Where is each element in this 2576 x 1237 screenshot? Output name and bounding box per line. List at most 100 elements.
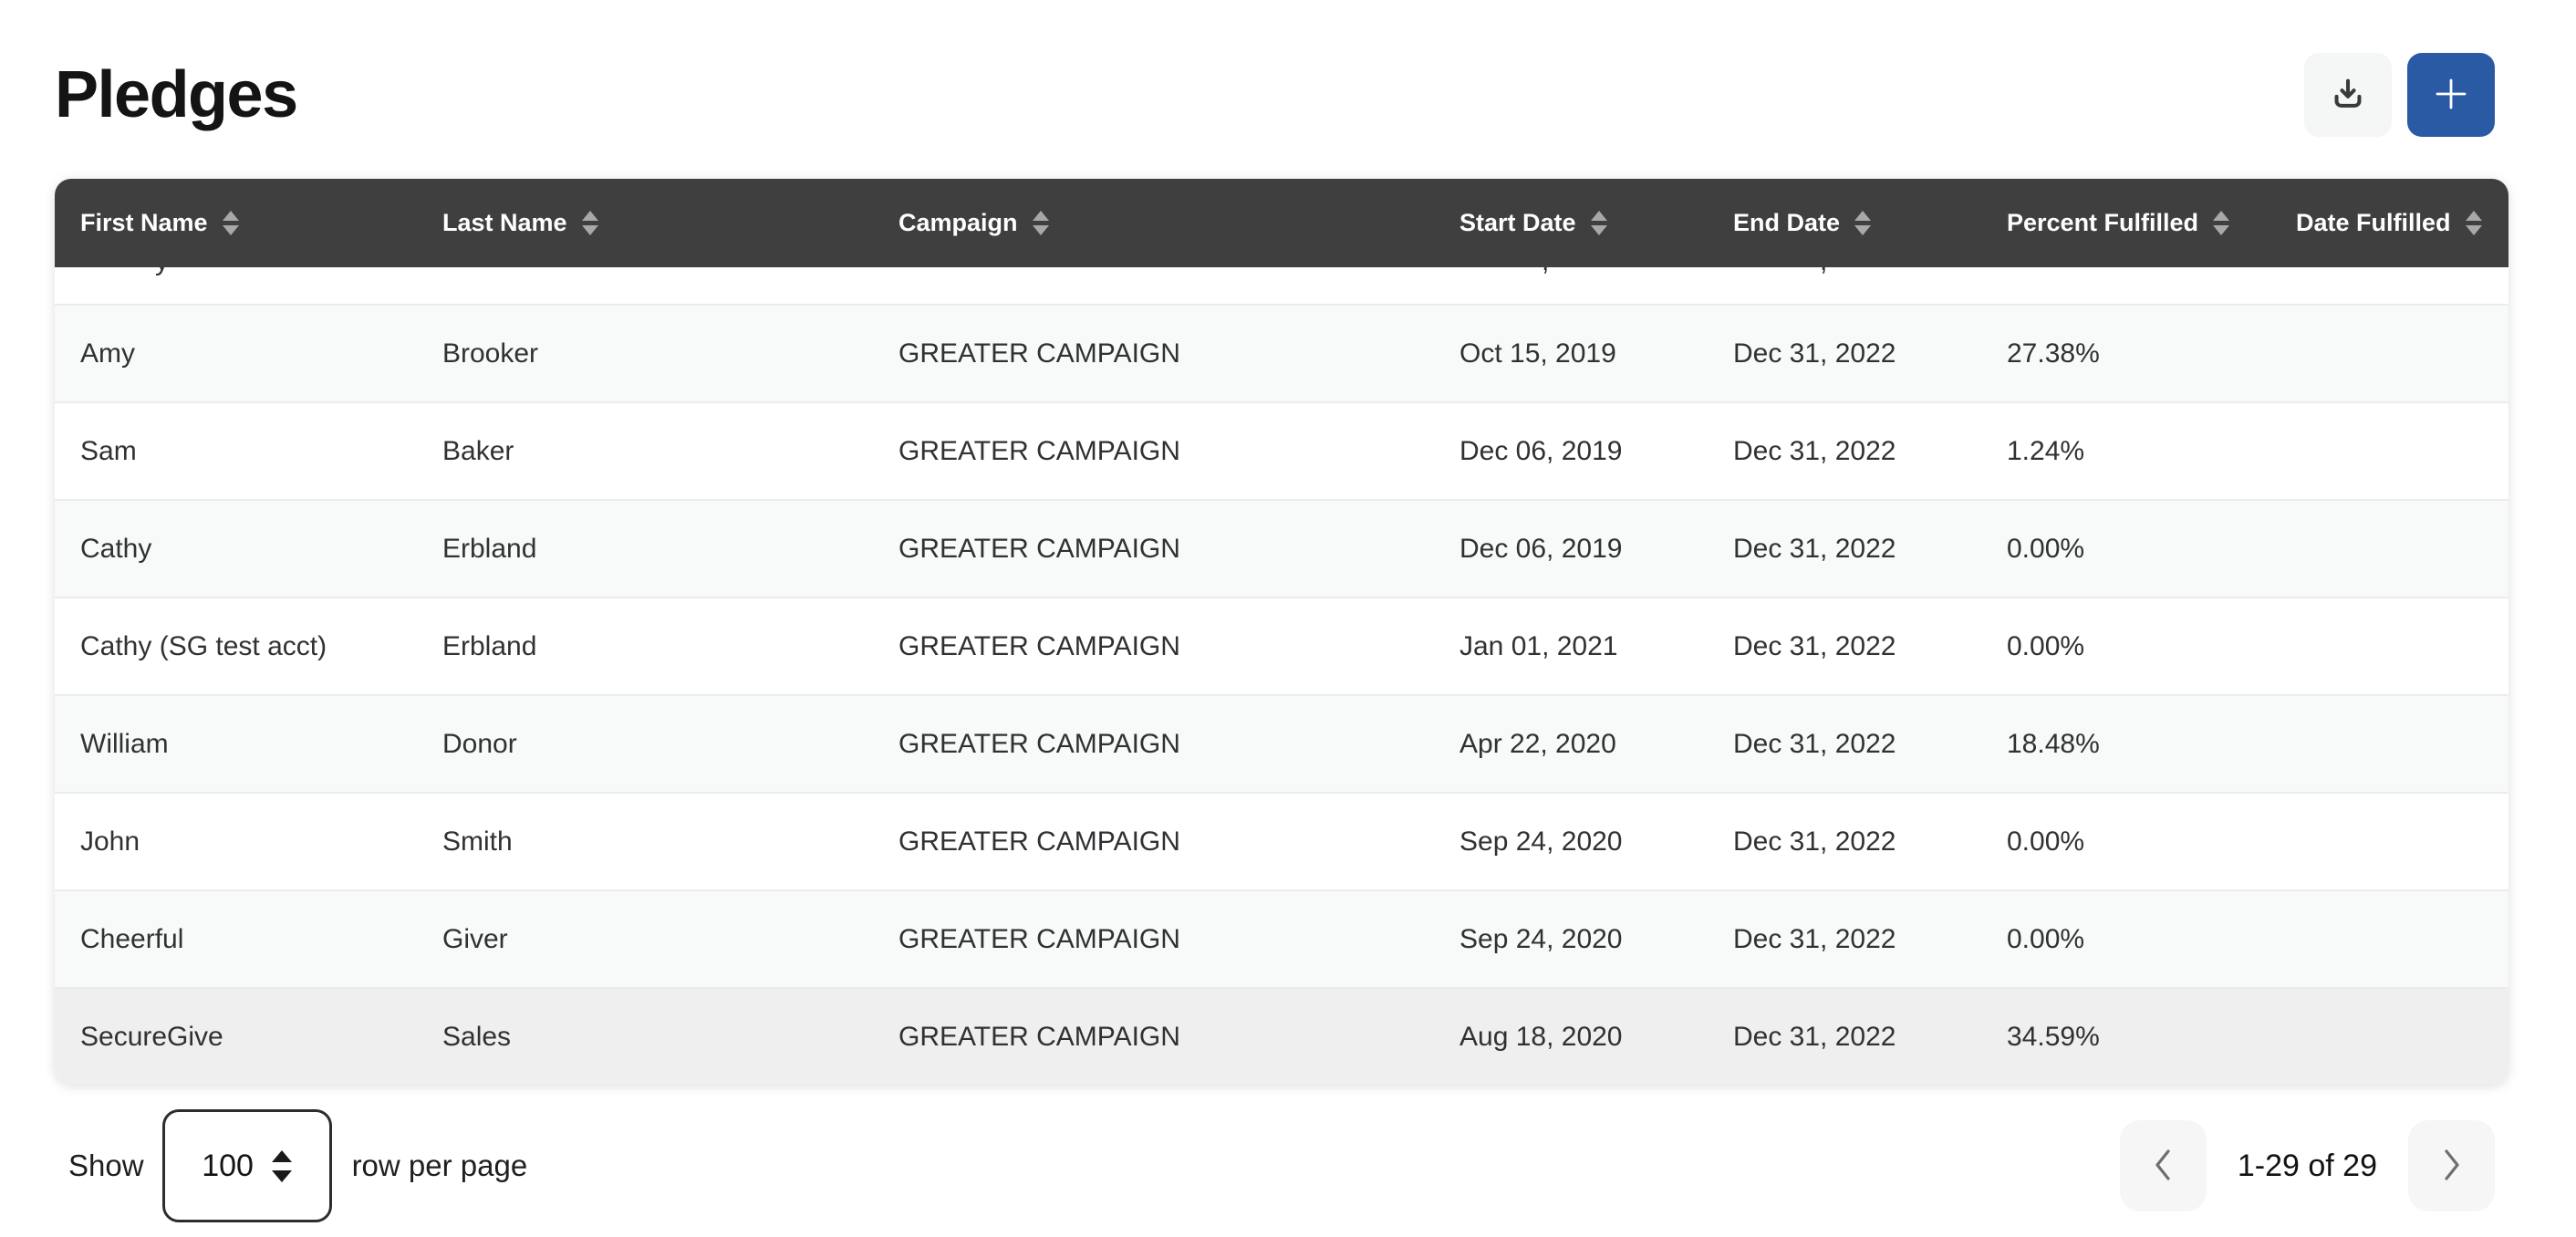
- cell-last-name: Baker: [442, 435, 514, 466]
- cell-first-name: John: [80, 826, 140, 857]
- column-label: End Date: [1733, 209, 1841, 236]
- sort-icon: [2213, 211, 2230, 235]
- table-row[interactable]: Cathy (SG test acct) Erbland GREATER CAM…: [55, 597, 2508, 694]
- chevron-right-icon: [2439, 1146, 2465, 1187]
- cell-start-date: Jan 01, 2021: [1459, 630, 1618, 661]
- cell-first-name: Cathy: [80, 533, 152, 564]
- cell-campaign: GREATER CAMPAIGN: [898, 728, 1180, 759]
- stepper-icon: [271, 1149, 292, 1182]
- table-row[interactable]: William Donor GREATER CAMPAIGN Apr 22, 2…: [55, 694, 2508, 792]
- column-header-percent-fulfilled[interactable]: Percent Fulfilled: [2007, 209, 2296, 237]
- clipped-text-fragment: y: [155, 267, 169, 279]
- table-row[interactable]: Amy Brooker GREATER CAMPAIGN Oct 15, 201…: [55, 304, 2508, 401]
- cell-start-date: Sep 24, 2020: [1459, 923, 1623, 954]
- cell-last-name: Donor: [442, 728, 517, 759]
- column-label: First Name: [80, 209, 208, 236]
- column-header-start-date[interactable]: Start Date: [1459, 209, 1733, 237]
- cell-last-name: Giver: [442, 923, 508, 954]
- cell-start-date: Sep 24, 2020: [1459, 826, 1623, 857]
- table-row[interactable]: SecureGive Sales GREATER CAMPAIGN Aug 18…: [55, 987, 2508, 1085]
- cell-last-name: Smith: [442, 826, 513, 857]
- sort-icon: [222, 211, 239, 235]
- table-row[interactable]: Sam Baker GREATER CAMPAIGN Dec 06, 2019 …: [55, 401, 2508, 499]
- pledges-page: Pledges: [0, 42, 2576, 1222]
- cell-start-date: Oct 15, 2019: [1459, 338, 1616, 369]
- table-footer: Show 100 row per page 1-29 of 29: [55, 1109, 2508, 1222]
- column-label: Last Name: [442, 209, 567, 236]
- column-label: Campaign: [898, 209, 1018, 236]
- cell-last-name: Erbland: [442, 533, 537, 564]
- cell-first-name: Amy: [80, 338, 135, 369]
- cell-end-date: Dec 31, 2022: [1733, 1021, 1896, 1052]
- cell-first-name: Sam: [80, 435, 137, 466]
- cell-percent-fulfilled: 0.00%: [2007, 533, 2085, 564]
- table-row[interactable]: Cathy Erbland GREATER CAMPAIGN Dec 06, 2…: [55, 499, 2508, 597]
- column-header-first-name[interactable]: First Name: [80, 209, 442, 237]
- cell-campaign: GREATER CAMPAIGN: [898, 630, 1180, 661]
- page-range-label: 1-29 of 29: [2237, 1148, 2377, 1183]
- cell-start-date: Dec 06, 2019: [1459, 435, 1623, 466]
- page-size-value: 100: [202, 1148, 254, 1183]
- cell-first-name: Cheerful: [80, 923, 184, 954]
- sort-icon: [581, 211, 598, 235]
- cell-end-date: Dec 31, 2022: [1733, 826, 1896, 857]
- pledges-table: First Name Last Name Campaign Start Date…: [55, 179, 2508, 1085]
- column-header-last-name[interactable]: Last Name: [442, 209, 898, 237]
- cell-first-name: William: [80, 728, 169, 759]
- toolbar: [2304, 53, 2495, 137]
- cell-start-date: Dec 06, 2019: [1459, 533, 1623, 564]
- cell-first-name: Cathy (SG test acct): [80, 630, 327, 661]
- sort-icon: [2465, 211, 2482, 235]
- download-icon: [2327, 73, 2369, 118]
- cell-end-date: Dec 31, 2022: [1733, 923, 1896, 954]
- top-bar: Pledges: [55, 42, 2508, 148]
- export-button[interactable]: [2304, 53, 2392, 137]
- column-label: Start Date: [1459, 209, 1576, 236]
- column-label: Percent Fulfilled: [2007, 209, 2199, 236]
- cell-percent-fulfilled: 0.00%: [2007, 923, 2085, 954]
- cell-start-date: Apr 22, 2020: [1459, 728, 1616, 759]
- pagination-control: 1-29 of 29: [2119, 1120, 2495, 1211]
- column-header-end-date[interactable]: End Date: [1733, 209, 2007, 237]
- cell-percent-fulfilled: 0.00%: [2007, 826, 2085, 857]
- page-size-select[interactable]: 100: [161, 1109, 332, 1222]
- table-row[interactable]: John Smith GREATER CAMPAIGN Sep 24, 2020…: [55, 792, 2508, 889]
- rows-per-page-label: row per page: [351, 1149, 528, 1182]
- cell-end-date: Dec 31, 2022: [1733, 338, 1896, 369]
- cell-percent-fulfilled: 34.59%: [2007, 1021, 2100, 1052]
- page-size-control: Show 100 row per page: [68, 1109, 527, 1222]
- next-page-button[interactable]: [2408, 1120, 2495, 1211]
- cell-end-date: Dec 31, 2022: [1733, 533, 1896, 564]
- column-header-date-fulfilled[interactable]: Date Fulfilled: [2296, 209, 2508, 237]
- cell-end-date: Dec 31, 2022: [1733, 630, 1896, 661]
- cell-last-name: Erbland: [442, 630, 537, 661]
- clipped-text-fragment: ,: [1542, 267, 1549, 279]
- cell-last-name: Brooker: [442, 338, 539, 369]
- cell-campaign: GREATER CAMPAIGN: [898, 533, 1180, 564]
- cell-percent-fulfilled: 0.00%: [2007, 630, 2085, 661]
- chevron-left-icon: [2150, 1146, 2176, 1187]
- prev-page-button[interactable]: [2119, 1120, 2207, 1211]
- cell-campaign: GREATER CAMPAIGN: [898, 1021, 1180, 1052]
- sort-icon: [1032, 211, 1049, 235]
- cell-campaign: GREATER CAMPAIGN: [898, 826, 1180, 857]
- cell-campaign: GREATER CAMPAIGN: [898, 338, 1180, 369]
- cell-campaign: GREATER CAMPAIGN: [898, 435, 1180, 466]
- page-title: Pledges: [55, 58, 298, 131]
- clipped-text-fragment: ,: [1820, 267, 1827, 279]
- table-header: First Name Last Name Campaign Start Date…: [55, 179, 2508, 267]
- column-label: Date Fulfilled: [2296, 209, 2451, 236]
- cell-campaign: GREATER CAMPAIGN: [898, 923, 1180, 954]
- show-label: Show: [68, 1149, 144, 1182]
- sort-icon: [1590, 211, 1607, 235]
- cell-first-name: SecureGive: [80, 1021, 223, 1052]
- add-pledge-button[interactable]: [2407, 53, 2495, 137]
- table-row-partial[interactable]: y , ,: [55, 267, 2508, 304]
- cell-percent-fulfilled: 1.24%: [2007, 435, 2085, 466]
- plus-icon: [2431, 74, 2471, 117]
- column-header-campaign[interactable]: Campaign: [898, 209, 1459, 237]
- cell-last-name: Sales: [442, 1021, 512, 1052]
- table-row[interactable]: Cheerful Giver GREATER CAMPAIGN Sep 24, …: [55, 889, 2508, 987]
- cell-percent-fulfilled: 27.38%: [2007, 338, 2100, 369]
- cell-start-date: Aug 18, 2020: [1459, 1021, 1623, 1052]
